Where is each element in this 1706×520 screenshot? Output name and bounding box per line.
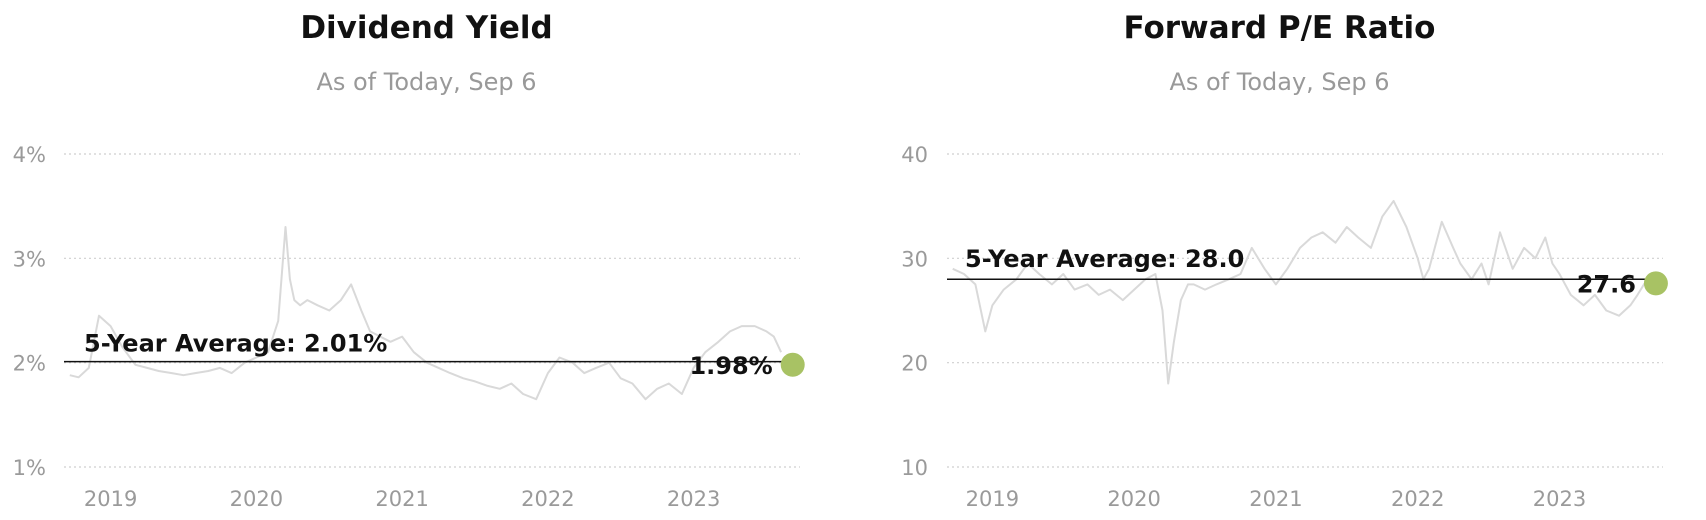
chart-title: Forward P/E Ratio [1123, 10, 1436, 46]
y-tick-label: 1% [13, 456, 46, 480]
x-tick-label: 2019 [966, 487, 1019, 511]
y-tick-label: 10 [901, 456, 928, 480]
y-tick-label: 20 [901, 352, 928, 376]
chart-subtitle: As of Today, Sep 6 [316, 68, 537, 96]
current-value-marker [780, 352, 805, 377]
forward-pe-chart: 10 20 30 40 2019 2020 2021 2022 2023 5-Year Avera… [901, 143, 1668, 511]
series-line [69, 226, 783, 401]
y-tick-label: 40 [901, 143, 928, 167]
current-value-label: 1.98% [689, 352, 772, 380]
x-tick-label: 2023 [667, 487, 720, 511]
dividend-yield-panel: Dividend Yield As of Today, Sep 6 1% 2% 3%… [13, 10, 805, 511]
y-tick-label: 30 [901, 247, 928, 271]
x-tick-label: 2020 [1107, 487, 1160, 511]
x-tick-label: 2022 [1391, 487, 1444, 511]
x-tick-label: 2021 [1249, 487, 1302, 511]
chart-subtitle: As of Today, Sep 6 [1169, 68, 1390, 96]
forward-pe-panel: Forward P/E Ratio As of Today, Sep 6 10 2… [853, 0, 1706, 520]
average-label: 5-Year Average: 2.01% [84, 330, 387, 358]
x-tick-label: 2023 [1533, 487, 1586, 511]
dividend-yield-chart: 1% 2% 3% 4% 2019 2020 2021 2022 2023 5-Year Avera… [13, 143, 805, 511]
y-tick-label: 2% [13, 352, 46, 376]
x-tick-label: 2022 [521, 487, 574, 511]
x-tick-label: 2019 [84, 487, 137, 511]
average-label: 5-Year Average: 28.0 [965, 245, 1244, 273]
series-line [952, 199, 1646, 385]
x-tick-label: 2021 [375, 487, 428, 511]
y-tick-label: 4% [13, 143, 46, 167]
x-tick-label: 2020 [230, 487, 283, 511]
current-value-marker [1643, 271, 1668, 296]
chart-title: Dividend Yield [300, 10, 553, 46]
y-tick-label: 3% [13, 247, 46, 271]
current-value-label: 27.6 [1577, 270, 1636, 298]
